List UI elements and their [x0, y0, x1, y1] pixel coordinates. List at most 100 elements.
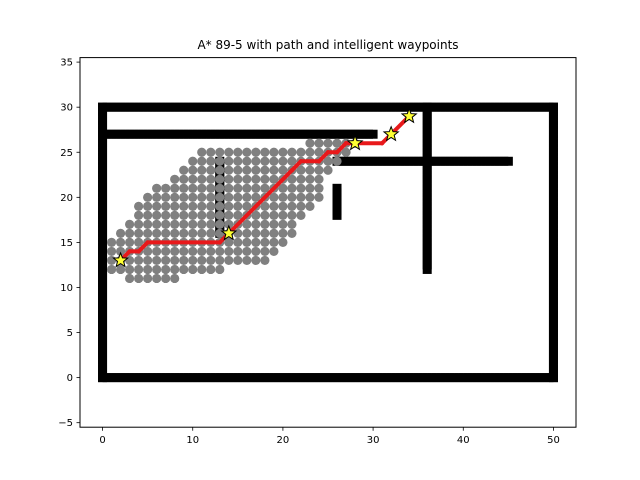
obstacle-marker	[548, 125, 558, 135]
obstacle-marker	[116, 102, 126, 112]
explored-node	[143, 201, 153, 211]
obstacle-marker	[364, 373, 374, 383]
explored-node	[152, 219, 162, 229]
explored-node	[233, 246, 243, 257]
obstacle-marker	[422, 116, 432, 126]
obstacle-marker	[264, 373, 274, 383]
explored-node	[305, 201, 315, 211]
waypoint-star	[220, 224, 238, 241]
obstacle-marker	[440, 373, 450, 383]
explored-node	[224, 174, 234, 184]
explored-node	[260, 183, 270, 193]
explored-node	[179, 255, 189, 266]
obstacle-marker	[467, 156, 477, 166]
obstacle-marker	[300, 373, 310, 383]
obstacle-marker	[445, 156, 455, 166]
obstacle-marker	[134, 129, 144, 139]
obstacle-marker	[147, 373, 157, 383]
obstacle-marker	[413, 373, 423, 383]
explored-node	[287, 201, 297, 211]
obstacle-marker	[512, 373, 522, 383]
explored-node	[115, 237, 126, 247]
obstacle-marker	[548, 260, 558, 270]
obstacle-marker	[179, 102, 189, 112]
explored-node	[260, 147, 270, 157]
path-point	[316, 159, 322, 164]
explored-node	[152, 192, 162, 202]
obstacle-marker	[494, 373, 504, 383]
obstacle-marker	[332, 201, 342, 211]
explored-node	[269, 192, 279, 202]
obstacle-marker	[548, 134, 558, 144]
explored-node	[143, 273, 153, 284]
obstacle-marker	[269, 102, 279, 112]
obstacle-marker	[215, 129, 225, 139]
explored-node	[143, 228, 153, 238]
explored-node	[206, 255, 216, 266]
obstacle-marker	[260, 129, 270, 139]
explored-node	[125, 228, 135, 238]
explored-node	[106, 264, 117, 275]
explored-node	[161, 183, 171, 193]
obstacle-marker	[305, 373, 315, 383]
explored-node	[206, 156, 216, 166]
obstacle-marker	[98, 174, 108, 184]
obstacle-marker	[373, 373, 383, 383]
obstacle-marker	[300, 129, 310, 139]
explored-node	[233, 237, 243, 247]
explored-node	[170, 201, 180, 211]
obstacle-marker	[503, 156, 513, 166]
explored-node	[278, 201, 288, 211]
obstacle-marker	[368, 373, 378, 383]
explored-node	[251, 156, 261, 166]
obstacle-marker	[296, 373, 306, 383]
explored-node	[188, 174, 198, 184]
obstacle-marker	[98, 219, 108, 229]
obstacle-marker	[422, 201, 432, 211]
explored-node	[269, 165, 279, 175]
obstacle-marker	[548, 152, 558, 162]
obstacle-marker	[237, 373, 247, 383]
obstacle-marker	[422, 179, 432, 189]
obstacle-marker	[102, 373, 112, 383]
obstacle-short-vertical-wall	[332, 183, 342, 220]
obstacle-marker	[350, 102, 360, 112]
explored-node	[170, 273, 180, 284]
y-tick-label: 35	[60, 58, 73, 69]
explored-node	[296, 174, 306, 184]
obstacle-marker	[98, 314, 108, 324]
explored-node	[170, 174, 180, 184]
obstacle-outer-wall-right	[548, 102, 558, 383]
obstacle-marker	[548, 373, 558, 383]
explored-node	[170, 264, 180, 275]
obstacle-marker	[98, 269, 108, 279]
obstacle-marker	[395, 373, 405, 383]
obstacle-marker	[251, 129, 261, 139]
obstacle-marker	[98, 305, 108, 315]
obstacle-marker	[98, 201, 108, 211]
obstacle-marker	[156, 129, 166, 139]
explored-node	[197, 192, 207, 202]
explored-node	[224, 165, 234, 175]
obstacle-marker	[98, 301, 108, 311]
y-tick-label: 20	[60, 193, 73, 204]
obstacle-marker	[255, 129, 265, 139]
obstacle-marker	[219, 373, 229, 383]
obstacle-marker	[409, 156, 419, 166]
obstacle-marker	[287, 102, 297, 112]
obstacle-marker	[228, 373, 238, 383]
obstacle-marker	[260, 373, 270, 383]
obstacle-marker	[548, 246, 558, 256]
obstacle-marker	[98, 210, 108, 220]
obstacle-marker	[548, 120, 558, 130]
obstacle-marker	[98, 341, 108, 351]
obstacle-marker	[314, 102, 324, 112]
obstacle-marker	[183, 373, 193, 383]
obstacle-marker	[98, 224, 108, 234]
obstacle-marker	[152, 129, 162, 139]
obstacle-marker	[499, 156, 509, 166]
explored-node	[179, 201, 189, 211]
explored-node	[188, 156, 198, 166]
obstacle-marker	[503, 102, 513, 112]
obstacle-marker	[156, 102, 166, 112]
